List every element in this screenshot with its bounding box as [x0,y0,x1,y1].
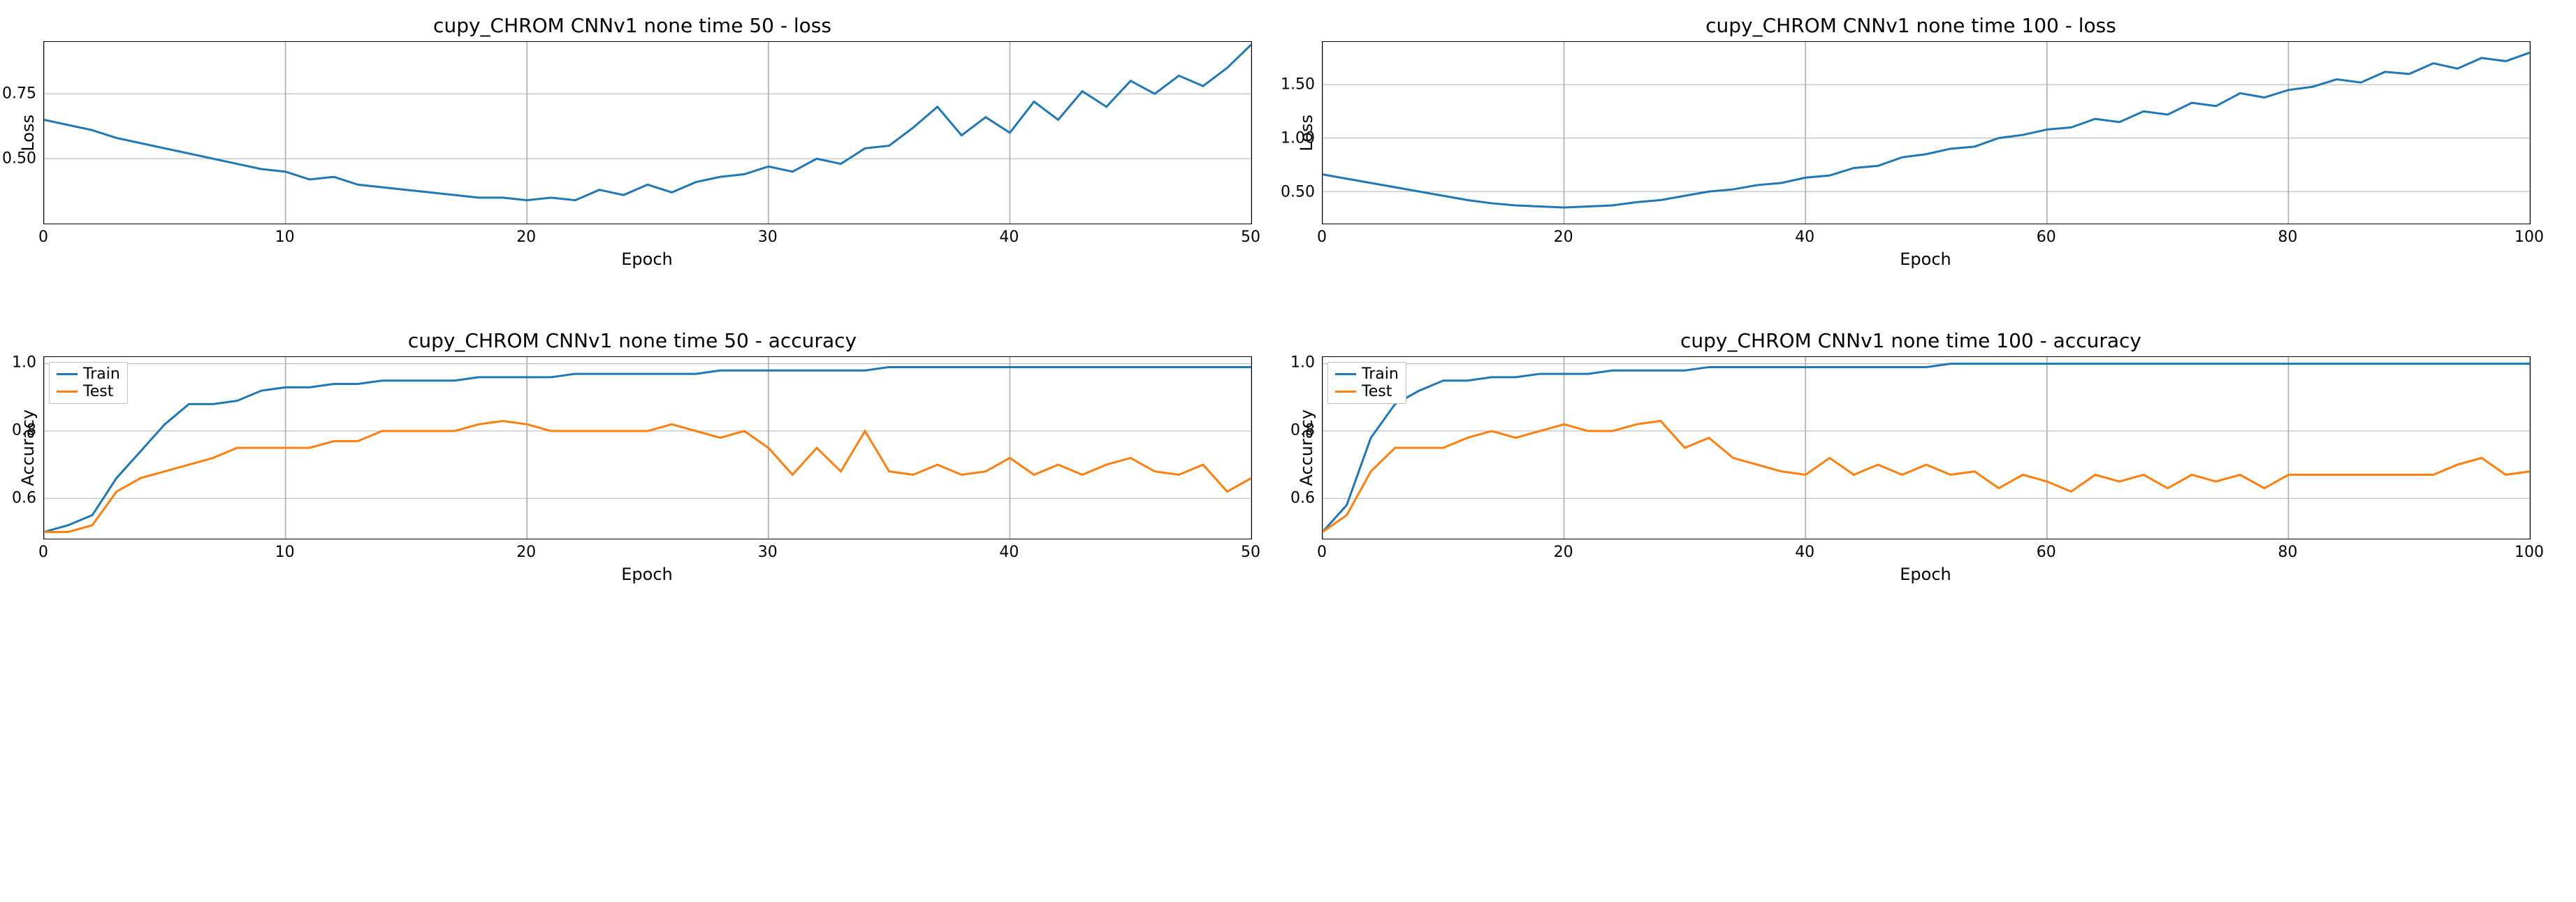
y-tick-label: 0.8 [1290,422,1322,439]
x-ticks: 01020304050 [43,544,1251,562]
chart-panel-acc100: cupy_CHROM CNNv1 none time 100 - accurac… [1293,329,2529,616]
chart-title: cupy_CHROM CNNv1 none time 50 - loss [14,14,1251,37]
legend-item: Test [1335,383,1399,400]
x-tick-label: 0 [1317,228,1327,246]
chart-title: cupy_CHROM CNNv1 none time 100 - accurac… [1293,329,2529,352]
plot-area [1322,356,2531,539]
series-train [44,367,1251,532]
legend-swatch [57,391,78,393]
y-tick-label: 1.50 [1281,75,1322,93]
legend-label: Train [83,365,120,383]
x-ticks: 01020304050 [43,228,1251,247]
legend-label: Test [83,383,113,400]
y-axis-label: Accuracy [1293,409,1316,486]
x-tick-label: 30 [758,544,778,561]
x-tick-label: 80 [2278,228,2297,246]
x-tick-label: 0 [38,544,48,561]
x-axis-label: Epoch [1322,249,2529,269]
chart-title: cupy_CHROM CNNv1 none time 50 - accuracy [14,329,1251,352]
plot-area [43,41,1252,224]
x-tick-label: 0 [1317,544,1327,561]
x-tick-label: 40 [999,544,1019,561]
y-tick-label: 0.50 [2,150,43,168]
x-tick-label: 100 [2515,544,2544,561]
legend-swatch [1335,373,1356,375]
y-tick-label: 1.0 [1290,354,1322,372]
series-loss [44,45,1251,201]
y-tick-label: 0.50 [1281,183,1322,201]
x-axis-label: Epoch [1322,565,2529,584]
y-axis-label: Accuracy [14,409,38,486]
x-tick-label: 60 [2037,228,2056,246]
legend-label: Train [1362,365,1399,383]
chart-panel-acc50: cupy_CHROM CNNv1 none time 50 - accuracy… [14,329,1251,616]
x-axis-label: Epoch [43,249,1251,269]
y-ticks [1316,356,1322,539]
x-tick-label: 40 [1795,228,1814,246]
legend-swatch [57,373,78,375]
legend-item: Test [57,383,120,400]
x-tick-label: 0 [38,228,48,246]
y-ticks [38,41,43,224]
chart-panel-loss50: cupy_CHROM CNNv1 none time 50 - loss Loss… [14,14,1251,301]
y-tick-label: 0.6 [1290,490,1322,507]
y-tick-label: 0.6 [12,490,43,507]
legend-swatch [1335,391,1356,393]
legend: TrainTest [1327,362,1406,404]
y-ticks [38,356,43,539]
legend-item: Train [57,365,120,383]
x-tick-label: 10 [275,228,295,246]
series-test [44,421,1251,532]
x-tick-label: 60 [2037,544,2056,561]
series-loss [1323,52,2530,208]
x-tick-label: 100 [2515,228,2544,246]
x-tick-label: 40 [1795,544,1814,561]
x-tick-label: 20 [516,228,536,246]
y-tick-label: 1.00 [1281,129,1322,147]
x-tick-label: 20 [516,544,536,561]
x-tick-label: 50 [1241,228,1260,246]
series-test [1323,421,2530,532]
chart-title: cupy_CHROM CNNv1 none time 100 - loss [1293,14,2529,37]
series-train [1323,363,2530,532]
x-tick-label: 80 [2278,544,2297,561]
chart-panel-loss100: cupy_CHROM CNNv1 none time 100 - lossLos… [1293,14,2529,301]
y-tick-label: 0.8 [12,422,43,439]
legend-item: Train [1335,365,1399,383]
x-axis-label: Epoch [43,565,1251,584]
x-tick-label: 10 [275,544,295,561]
legend-label: Test [1362,383,1392,400]
x-tick-label: 20 [1554,228,1573,246]
x-tick-label: 40 [999,228,1019,246]
y-axis-label: Loss [14,115,38,152]
legend: TrainTest [49,362,128,404]
x-tick-label: 20 [1554,544,1573,561]
y-tick-label: 0.75 [2,85,43,102]
plot-area [1322,41,2531,224]
x-tick-label: 30 [758,228,778,246]
y-tick-label: 1.0 [12,354,43,372]
x-ticks: 020406080100 [1322,228,2529,247]
x-tick-label: 50 [1241,544,1260,561]
plot-area [43,356,1252,539]
x-ticks: 020406080100 [1322,544,2529,562]
